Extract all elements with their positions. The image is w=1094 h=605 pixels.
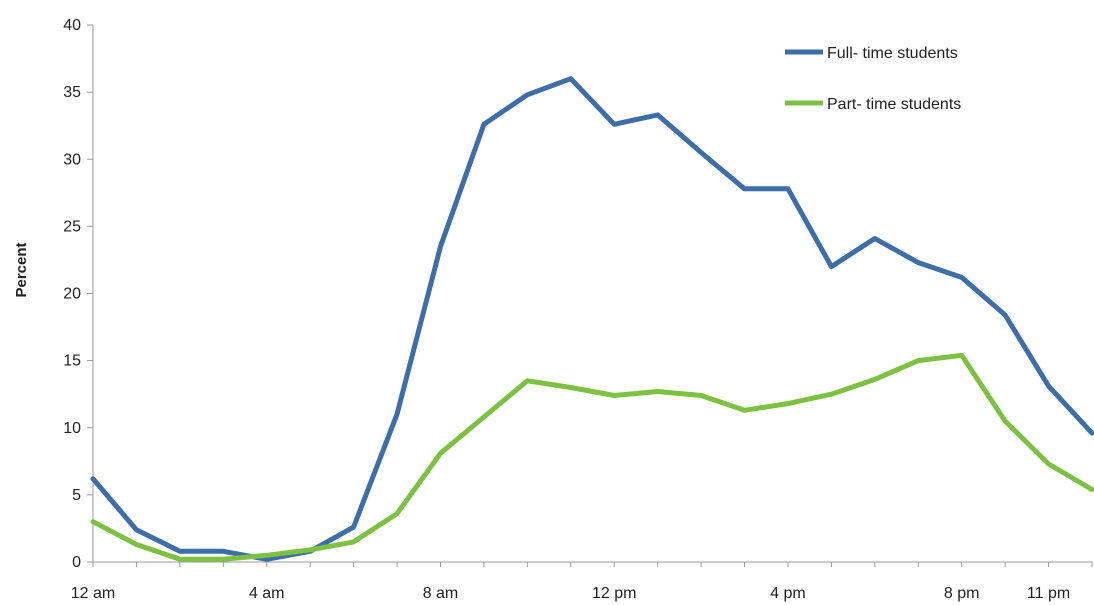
series-lines — [90, 76, 1094, 562]
y-tick-label: 10 — [63, 420, 81, 437]
y-tick-label: 5 — [72, 487, 81, 504]
series-line-part-time — [90, 352, 1094, 562]
x-tick-label: 4 pm — [770, 585, 806, 602]
x-tick-label: 12 am — [71, 585, 115, 602]
legend-label: Full- time students — [827, 45, 958, 62]
x-ticks: 12 am 4 am 8 am 12 pm 4 pm 8 pm 11 pm — [71, 562, 1093, 602]
y-tick-label: 0 — [72, 554, 81, 571]
y-tick-label: 40 — [63, 17, 81, 34]
y-tick-label: 30 — [63, 151, 81, 168]
x-tick-label: 4 am — [249, 585, 285, 602]
y-ticks: 0 5 10 15 20 25 30 35 40 — [63, 17, 93, 571]
y-tick-label: 20 — [63, 286, 81, 303]
x-tick-label: 12 pm — [592, 585, 636, 602]
x-tick-label: 11 pm — [1027, 585, 1070, 602]
y-axis-label-group: Percent — [13, 242, 30, 297]
x-tick-label: 8 pm — [944, 585, 980, 602]
y-tick-label: 35 — [63, 84, 81, 101]
x-tick-label: 8 am — [423, 585, 459, 602]
y-axis-label: Percent — [13, 242, 30, 297]
series-line-full-time — [90, 76, 1094, 562]
y-tick-label: 15 — [63, 353, 81, 370]
y-tick-label: 25 — [63, 218, 81, 235]
legend: Full- time students Part- time students — [785, 45, 961, 113]
legend-label: Part- time students — [827, 96, 961, 113]
